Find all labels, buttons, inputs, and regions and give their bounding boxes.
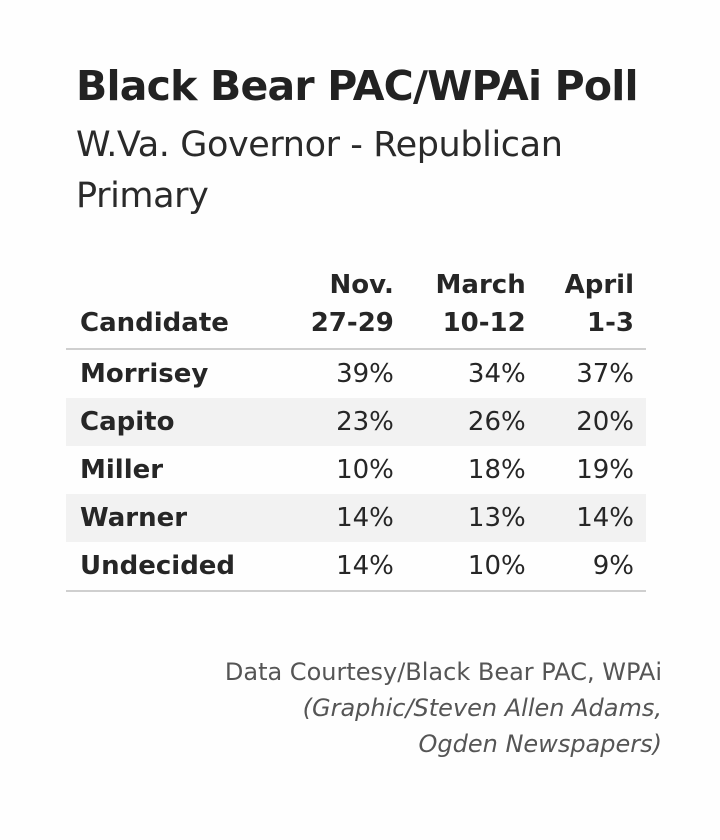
chart-subtitle: W.Va. Governor - Republican Primary [76,125,563,216]
poll-value: 14% [336,551,394,581]
column-header-april: April 1-3 [538,266,646,349]
poll-value: 26% [467,407,526,437]
column-header-nov-line1: Nov. [329,270,394,300]
poll-value: 39% [336,359,394,389]
column-header-nov-line2: 27-29 [310,308,394,338]
table-row: Morrisey 39% 34% 37% [66,349,646,398]
poll-value: 34% [467,359,526,389]
poll-value: 9% [592,551,634,581]
column-header-april-line2: 1-3 [587,308,634,338]
graphic-credit-line1: (Graphic/Steven Allen Adams, [302,694,662,722]
column-header-candidate: Candidate [80,308,229,338]
poll-value: 10% [467,551,526,581]
table-row: Capito 23% 26% 20% [66,398,646,446]
table-row: Undecided 14% 10% 9% [66,542,646,591]
table-header: Candidate Nov. 27-29 March 10-12 April 1… [66,266,646,349]
column-header-nov: Nov. 27-29 [282,266,406,349]
poll-value: 23% [336,407,394,437]
candidate-name: Undecided [80,551,236,581]
candidate-name: Morrisey [80,359,209,389]
table-body: Morrisey 39% 34% 37% Capito 23% 26% 20% … [66,349,646,591]
candidate-name: Capito [80,407,175,437]
table-row: Warner 14% 13% 14% [66,494,646,542]
chart-title: Black Bear PAC/WPAi Poll [76,62,639,110]
column-header-april-line1: April [564,270,634,300]
poll-table: Candidate Nov. 27-29 March 10-12 April 1… [66,266,646,592]
candidate-name: Warner [80,503,188,533]
poll-value: 18% [467,455,526,485]
poll-value: 20% [576,407,634,437]
column-header-march: March 10-12 [406,266,538,349]
poll-value: 37% [576,359,634,389]
header-row: Candidate Nov. 27-29 March 10-12 April 1… [66,266,646,349]
credits: Data Courtesy/Black Bear PAC, WPAi (Grap… [225,654,662,762]
graphic-credit-line2: Ogden Newspapers) [418,730,663,758]
poll-value: 13% [467,503,526,533]
poll-value: 14% [576,503,634,533]
poll-value: 14% [336,503,394,533]
data-source-credit: Data Courtesy/Black Bear PAC, WPAi [224,658,662,686]
column-header-march-line2: 10-12 [442,308,526,338]
candidate-name: Miller [80,455,164,485]
table-row: Miller 10% 18% 19% [66,446,646,494]
poll-value: 10% [336,455,394,485]
column-header-march-line1: March [435,270,526,300]
poll-value: 19% [576,455,634,485]
